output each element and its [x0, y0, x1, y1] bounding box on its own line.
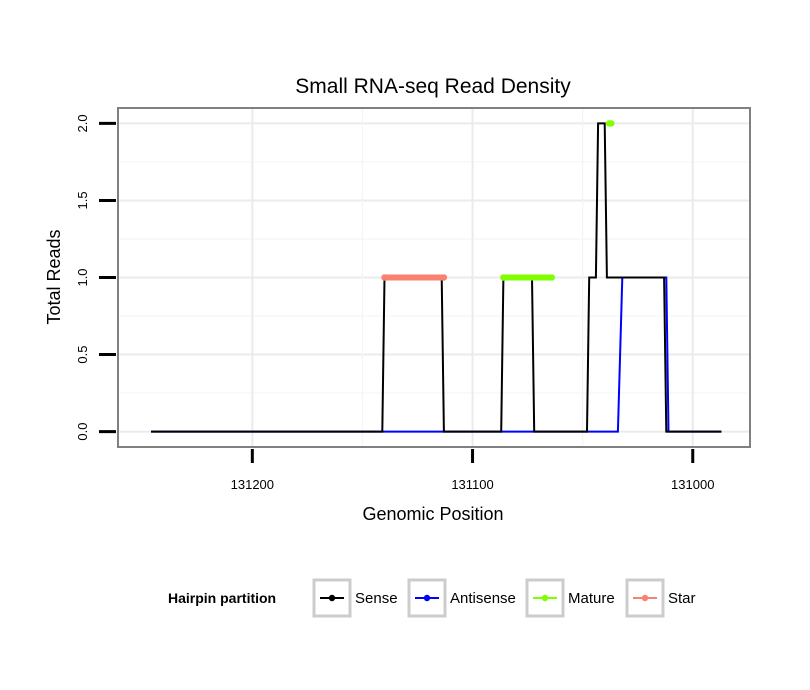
legend-key-point [328, 594, 336, 602]
legend: Hairpin partition Sense Antisense Mature St… [168, 578, 696, 618]
legend-label-antisense: Antisense [450, 590, 516, 607]
y-tick-label: 1.0 [75, 268, 90, 286]
x-tick-label: 131100 [451, 477, 493, 492]
series-point-star [440, 274, 448, 281]
series-point-mature [608, 120, 615, 127]
y-tick-label: 0.0 [75, 423, 90, 441]
legend-label-sense: Sense [355, 590, 398, 607]
plot-border [117, 107, 751, 448]
series-point-star [381, 274, 388, 281]
series-point-mature [548, 274, 556, 281]
y-tick-label: 1.5 [75, 191, 90, 209]
legend-items: Sense Antisense Mature Star [312, 578, 696, 618]
x-tick-label: 131000 [671, 477, 714, 492]
series-point-mature [500, 274, 507, 281]
y-tick-label: 2.0 [75, 114, 90, 132]
legend-label-star: Star [668, 590, 696, 607]
x-axis-title: Genomic Position [362, 504, 503, 524]
series-layer [151, 120, 722, 433]
chart-title: Small RNA-seq Read Density [295, 75, 571, 98]
y-axis: 0.0 0.5 1.0 1.5 2.0 [75, 114, 116, 441]
x-tick-label: 131200 [231, 477, 274, 492]
legend-key-point [423, 594, 431, 602]
legend-key-point [541, 594, 549, 602]
legend-label-mature: Mature [568, 590, 615, 607]
grid-lines [118, 108, 750, 447]
y-tick-label: 0.5 [75, 346, 90, 364]
y-axis-title: Total Reads [44, 229, 64, 324]
x-axis: 131200 131100 131000 [231, 449, 714, 492]
legend-title: Hairpin partition [168, 590, 276, 606]
legend-key-point [641, 594, 649, 602]
